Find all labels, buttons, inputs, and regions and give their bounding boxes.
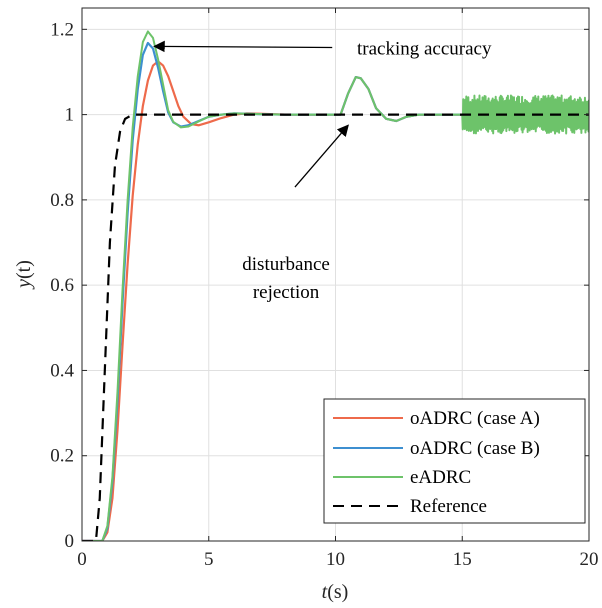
y-tick-label: 1: [65, 105, 75, 126]
annotation-disturbance-rejection-line: disturbance: [242, 254, 330, 275]
series-layer: [82, 30, 589, 541]
x-tick-label: 5: [204, 549, 214, 570]
x-tick-label: 20: [580, 549, 599, 570]
y-tick-label: 1.2: [50, 19, 74, 40]
annotation-tracking-accuracy: tracking accuracy: [357, 39, 492, 60]
legend-label-eadrc: eADRC: [410, 467, 471, 488]
x-tick-label: 0: [77, 549, 87, 570]
y-tick-label: 0: [65, 531, 75, 552]
annotation-arrow-disturbance: [294, 124, 349, 188]
annotations: tracking accuracy disturbance rejection: [153, 39, 492, 303]
y-tick-label: 0.2: [50, 446, 74, 467]
annotation-arrow-tracking: [153, 40, 333, 53]
legend-label-oadrc-case-a: oADRC (case A): [410, 408, 540, 429]
legend-label-oadrc-case-b: oADRC (case B): [410, 438, 540, 459]
y-tick-label: 0.4: [50, 360, 74, 381]
legend: oADRC (case A) oADRC (case B) eADRC Refe…: [323, 398, 586, 524]
legend-box: [323, 398, 586, 524]
series-line-reference: [82, 113, 589, 541]
annotation-disturbance-rejection-line: rejection: [253, 282, 320, 303]
x-axis-label: t(s): [322, 581, 349, 603]
y-axis-label: y(t): [13, 260, 35, 290]
x-tick-label: 10: [326, 549, 345, 570]
y-tick-label: 0.8: [50, 190, 74, 211]
ticks: 0 5 10 15 20 0 0.2 0.4 0.6 0.8 1 1.2: [50, 8, 599, 570]
x-tick-label: 15: [453, 549, 472, 570]
legend-label-reference: Reference: [410, 496, 487, 517]
y-tick-label: 0.6: [50, 275, 74, 296]
